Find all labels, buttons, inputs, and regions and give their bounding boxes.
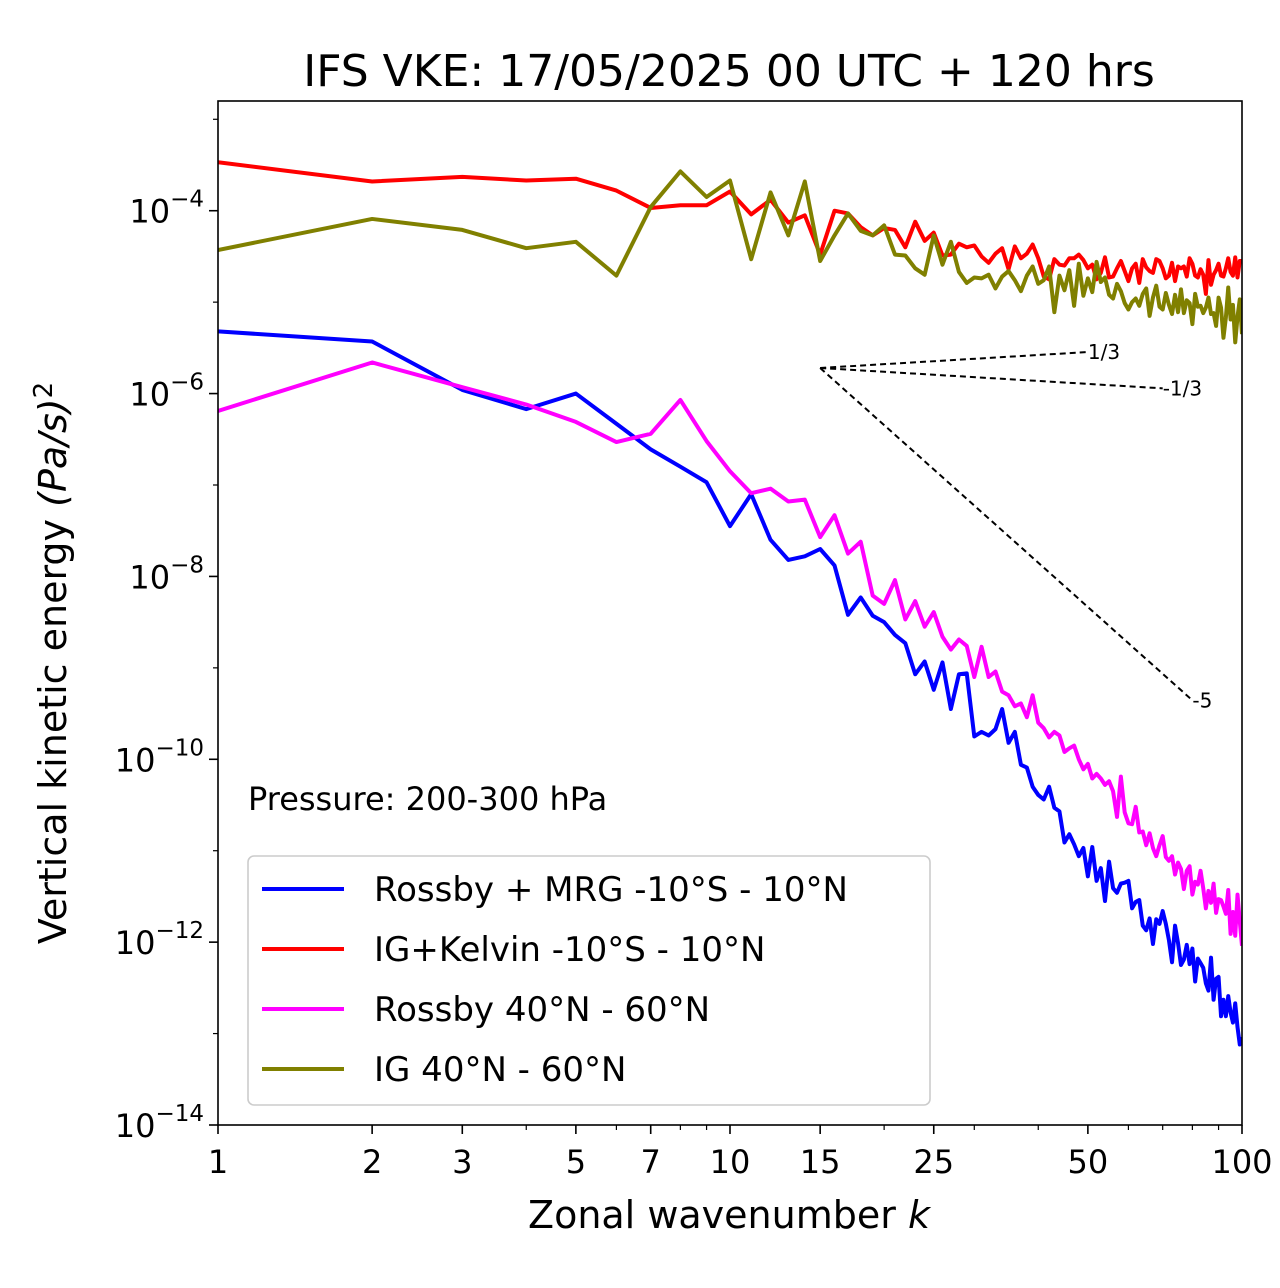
x-tick-label-10: 100 <box>1211 1143 1272 1181</box>
series-line-3 <box>218 360 1242 946</box>
svg-text:Vertical kinetic energy (Pa/s): Vertical kinetic energy (Pa/s)2 <box>29 382 75 944</box>
y-tick-label-4: 10−10 <box>115 735 204 779</box>
y-tick-label-1: 10−4 <box>129 187 204 231</box>
y-tick-label-5: 10−12 <box>115 918 204 962</box>
legend-label-2: IG+Kelvin -10°S - 10°N <box>374 930 765 970</box>
pressure-annotation: Pressure: 200-300 hPa <box>248 780 607 818</box>
series-layer <box>218 160 1242 1047</box>
legend-label-4: IG 40°N - 60°N <box>374 1050 626 1090</box>
x-tick-label-3: 3 <box>452 1143 472 1181</box>
x-axis-label-var: k <box>908 1193 932 1237</box>
y-tick-label-3: 10−8 <box>129 552 204 596</box>
y-tick-label-6: 10−14 <box>115 1101 204 1145</box>
y-axis-label-unit: (Pa/s) <box>31 398 75 506</box>
series-line-1 <box>218 329 1242 1047</box>
legend-box <box>247 855 931 1106</box>
x-tick-label-5: 7 <box>641 1143 661 1181</box>
x-axis-label: Zonal wavenumber k <box>528 1193 932 1237</box>
reference-slope-line-1 <box>820 366 1163 390</box>
series-line-4 <box>218 169 1242 345</box>
reference-slope-label-1: -1/3 <box>1163 376 1202 400</box>
y-axis-ticks: 10−4 10−6 10−8 10−10 10−12 10−14 <box>115 118 218 1145</box>
reference-slope-line-3 <box>819 367 1194 702</box>
y-axis-label-unit-exp: 2 <box>29 382 59 399</box>
x-tick-label-8: 25 <box>913 1143 954 1181</box>
x-axis-label-text: Zonal wavenumber <box>528 1193 896 1237</box>
y-axis-label: Vertical kinetic energy (Pa/s)2 <box>29 382 75 944</box>
legend: Rossby + MRG -10°S - 10°N IG+Kelvin -10°S… <box>247 855 931 1106</box>
reference-slope-label-2: 1/3 <box>1088 340 1120 364</box>
reference-slope-line-2 <box>820 351 1088 369</box>
chart-title: IFS VKE: 17/05/2025 00 UTC + 120 hrs <box>303 46 1155 97</box>
y-tick-label-2: 10−6 <box>129 370 204 414</box>
x-tick-label-1: 1 <box>208 1143 228 1181</box>
x-tick-label-4: 5 <box>566 1143 586 1181</box>
legend-label-1: Rossby + MRG -10°S - 10°N <box>374 870 848 910</box>
plot-frame <box>217 100 1243 1126</box>
x-axis-ticks: 1 2 3 5 7 10 15 25 50 100 <box>208 1125 1273 1181</box>
legend-label-3: Rossby 40°N - 60°N <box>374 990 710 1030</box>
x-tick-label-9: 50 <box>1068 1143 1109 1181</box>
reference-slope-lines: -1/3 1/3 -5 <box>819 340 1212 712</box>
x-tick-label-6: 10 <box>710 1143 751 1181</box>
y-axis-label-text: Vertical kinetic energy <box>31 519 75 944</box>
x-tick-label-2: 2 <box>362 1143 382 1181</box>
reference-slope-label-3: -5 <box>1192 688 1212 712</box>
x-tick-label-7: 15 <box>800 1143 841 1181</box>
